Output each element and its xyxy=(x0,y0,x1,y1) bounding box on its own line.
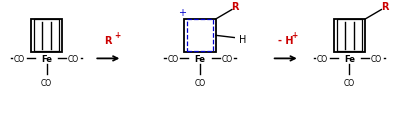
Text: - H: - H xyxy=(278,36,294,46)
Text: Fe: Fe xyxy=(344,54,355,63)
Text: +: + xyxy=(178,8,186,18)
Text: CO: CO xyxy=(317,54,328,63)
Text: CO: CO xyxy=(14,54,25,63)
Text: R: R xyxy=(231,2,239,12)
Text: R: R xyxy=(381,2,388,12)
Text: H: H xyxy=(239,34,246,44)
Text: CO: CO xyxy=(194,78,206,87)
Text: R: R xyxy=(104,36,112,46)
Text: CO: CO xyxy=(344,78,355,87)
Text: +: + xyxy=(114,30,120,39)
Text: CO: CO xyxy=(371,54,382,63)
Text: CO: CO xyxy=(68,54,79,63)
Text: CO: CO xyxy=(222,54,233,63)
Text: CO: CO xyxy=(167,54,178,63)
Text: +: + xyxy=(292,30,298,39)
Text: CO: CO xyxy=(41,78,52,87)
Text: Fe: Fe xyxy=(41,54,52,63)
Text: Fe: Fe xyxy=(194,54,206,63)
